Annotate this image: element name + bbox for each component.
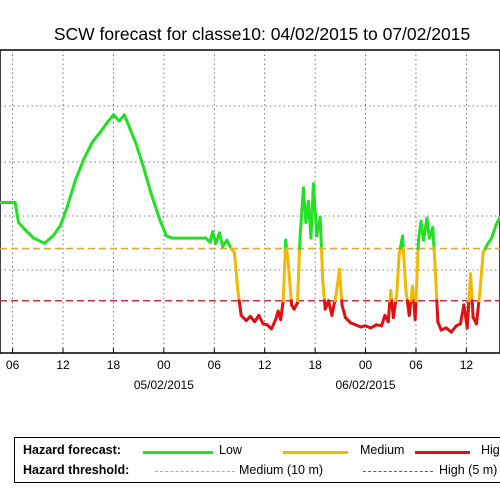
series-segment bbox=[105, 113, 115, 125]
series-segment bbox=[469, 272, 474, 303]
series-segment bbox=[65, 178, 78, 209]
series-segment bbox=[404, 288, 409, 303]
series-segment bbox=[74, 157, 86, 182]
series-segment bbox=[340, 303, 347, 319]
chart-title: SCW forecast for classe10: 04/02/2015 to… bbox=[54, 24, 470, 44]
series-segment bbox=[386, 299, 392, 324]
series-segment bbox=[16, 220, 27, 232]
series-segment bbox=[433, 267, 439, 303]
series-segment bbox=[478, 251, 485, 294]
series-segment bbox=[413, 299, 418, 322]
series-segment bbox=[51, 224, 63, 238]
series-segment bbox=[59, 205, 69, 228]
series-segment bbox=[232, 251, 240, 292]
series-segment bbox=[401, 234, 405, 251]
series-segment bbox=[217, 231, 225, 248]
series-segment bbox=[391, 299, 398, 319]
series-segment bbox=[23, 228, 36, 240]
series-segment bbox=[134, 142, 145, 167]
x-tick-label: 18 bbox=[107, 358, 121, 372]
plot-frame bbox=[0, 49, 500, 354]
legend-label-high: High bbox=[481, 443, 500, 457]
series-segment bbox=[128, 127, 138, 146]
series-segment bbox=[465, 299, 471, 330]
series-segment bbox=[82, 140, 94, 161]
series-segment bbox=[149, 192, 162, 221]
series-segment bbox=[286, 261, 293, 303]
x-tick-label: 12 bbox=[258, 358, 272, 372]
series-segment bbox=[269, 318, 278, 331]
series-segment bbox=[311, 182, 319, 238]
legend-label-medium: Medium bbox=[360, 443, 405, 457]
series-segment bbox=[414, 247, 420, 303]
legend-line-low bbox=[143, 451, 213, 454]
series-segment bbox=[281, 247, 287, 303]
legend-line-high bbox=[415, 451, 470, 454]
series-segment bbox=[285, 247, 290, 265]
series-segment bbox=[474, 299, 481, 326]
series-segment bbox=[490, 224, 498, 240]
series-segment bbox=[13, 201, 20, 224]
legend-line-medium-threshold bbox=[155, 471, 235, 472]
x-tick-label: 18 bbox=[308, 358, 322, 372]
series-segment bbox=[158, 217, 168, 238]
series-segment bbox=[99, 121, 109, 133]
legend-line-medium bbox=[283, 451, 348, 454]
date-label: 05/02/2015 bbox=[134, 378, 194, 392]
x-tick-label: 06 bbox=[6, 358, 20, 372]
legend-label-low: Low bbox=[219, 443, 242, 457]
series-segment bbox=[319, 247, 325, 282]
series-segment bbox=[318, 215, 323, 251]
series-segment bbox=[494, 215, 500, 228]
series-segment bbox=[330, 299, 337, 317]
plot-area: 06 12 18 00 06 12 18 00 06 12 05/02/2015 06/02/2015 bbox=[0, 49, 500, 392]
series-segment bbox=[389, 288, 394, 303]
series-segment bbox=[43, 234, 55, 245]
series-segment bbox=[470, 299, 475, 319]
series-segment bbox=[90, 129, 103, 144]
series-segment bbox=[395, 253, 401, 298]
legend-line-high-threshold bbox=[363, 471, 433, 472]
series-segment bbox=[401, 247, 408, 292]
series-segment bbox=[337, 267, 344, 303]
series-segment bbox=[407, 299, 413, 317]
x-tick-label: 00 bbox=[359, 358, 373, 372]
series-segment bbox=[257, 313, 265, 326]
series-segment bbox=[321, 278, 326, 303]
series-segment bbox=[32, 236, 47, 245]
x-tick-label: 12 bbox=[56, 358, 70, 372]
x-tick-label: 00 bbox=[157, 358, 171, 372]
series-segment bbox=[435, 299, 440, 324]
series-segment bbox=[141, 163, 153, 196]
legend-label-high-threshold: High (5 m) bbox=[439, 463, 498, 477]
series-segment bbox=[436, 320, 443, 332]
series-segment bbox=[431, 226, 436, 251]
series-segment bbox=[296, 247, 302, 303]
series-segment bbox=[411, 284, 416, 303]
date-label: 06/02/2015 bbox=[336, 378, 396, 392]
series-segment bbox=[279, 299, 285, 322]
series-segment bbox=[236, 288, 241, 303]
legend-threshold-title: Hazard threshold: bbox=[23, 463, 130, 477]
x-tick-label: 12 bbox=[460, 358, 474, 372]
legend: Hazard forecast: Low Medium High Hazard … bbox=[14, 437, 500, 483]
legend-label-medium-threshold: Medium (10 m) bbox=[239, 463, 324, 477]
series-segment bbox=[122, 113, 132, 131]
series-segment bbox=[432, 247, 437, 271]
x-tick-label: 06 bbox=[208, 358, 222, 372]
legend-forecast-title: Hazard forecast: bbox=[23, 443, 121, 457]
x-tick-label: 06 bbox=[409, 358, 423, 372]
series-segment bbox=[237, 299, 243, 317]
series-segment bbox=[225, 238, 233, 251]
